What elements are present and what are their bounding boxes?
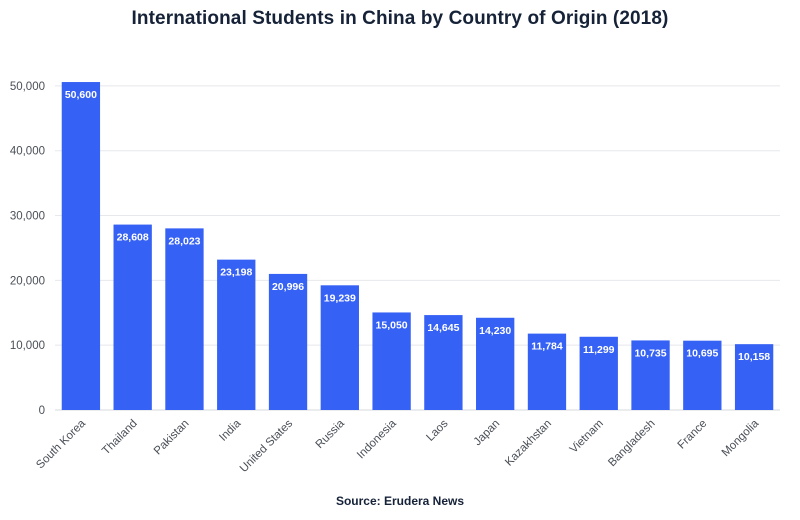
x-tick-label: Japan: [472, 418, 503, 449]
bar: [320, 285, 359, 410]
bar-value-label: 28,023: [168, 235, 200, 247]
bar: [372, 312, 411, 410]
gridlines: [55, 85, 780, 411]
bar-value-labels: 50,600 28,608 28,023 23,198 20,996 19,239 15,0…: [65, 89, 770, 363]
bar: [424, 315, 463, 410]
x-tick-label: India: [217, 417, 244, 444]
y-tick-label: 50,000: [10, 81, 45, 93]
x-tick-label: France: [676, 418, 710, 452]
bar: [631, 340, 670, 410]
y-tick-label: 30,000: [10, 211, 45, 223]
x-tick-label: Pakistan: [152, 418, 192, 458]
y-axis-ticks: 0 10,000 20,000 30,000 40,000 50,000: [10, 81, 45, 417]
bar-value-label: 23,198: [220, 267, 252, 279]
x-tick-label: Laos: [424, 417, 450, 443]
y-tick-label: 0: [39, 405, 45, 417]
bar: [61, 82, 101, 410]
bar-value-label: 10,695: [686, 348, 718, 360]
x-tick-label: Russia: [314, 417, 348, 451]
chart-title: International Students in China by Count…: [131, 8, 669, 29]
chart-source: Source: Erudera News: [335, 494, 465, 508]
bar-value-label: 10,158: [738, 351, 770, 363]
y-tick-label: 10,000: [10, 340, 45, 352]
bar: [579, 336, 618, 410]
bar: [683, 340, 722, 410]
bar-value-label: 10,735: [634, 347, 666, 359]
bar: [268, 273, 308, 410]
bar-value-label: 14,230: [479, 325, 511, 337]
x-tick-label: Kazakhstan: [503, 418, 554, 469]
y-tick-label: 40,000: [10, 146, 45, 158]
bar-value-label: 19,239: [324, 292, 356, 304]
x-tick-label: Thailand: [100, 418, 140, 458]
bar-value-label: 28,608: [117, 232, 149, 244]
x-tick-label: United States: [238, 417, 295, 474]
y-tick-label: 20,000: [10, 275, 45, 287]
bar-value-label: 15,050: [376, 319, 408, 331]
x-tick-label: Bangladesh: [606, 418, 657, 469]
x-tick-label: Indonesia: [355, 417, 399, 461]
bar-value-label: 14,645: [427, 322, 459, 334]
bar-value-label: 50,600: [65, 89, 97, 101]
bar-value-label: 11,784: [531, 341, 563, 353]
x-tick-label: South Korea: [34, 417, 88, 471]
x-tick-label: Vietnam: [568, 418, 606, 456]
bar: [113, 224, 152, 410]
bar-value-label: 20,996: [272, 281, 304, 293]
bar: [527, 333, 567, 410]
bars: [61, 82, 774, 410]
bar: [734, 344, 774, 410]
bar-value-label: 11,299: [583, 344, 615, 356]
bar: [165, 228, 204, 410]
bar: [217, 259, 256, 410]
bar: [476, 317, 515, 410]
x-tick-label: Mongolia: [720, 417, 762, 459]
